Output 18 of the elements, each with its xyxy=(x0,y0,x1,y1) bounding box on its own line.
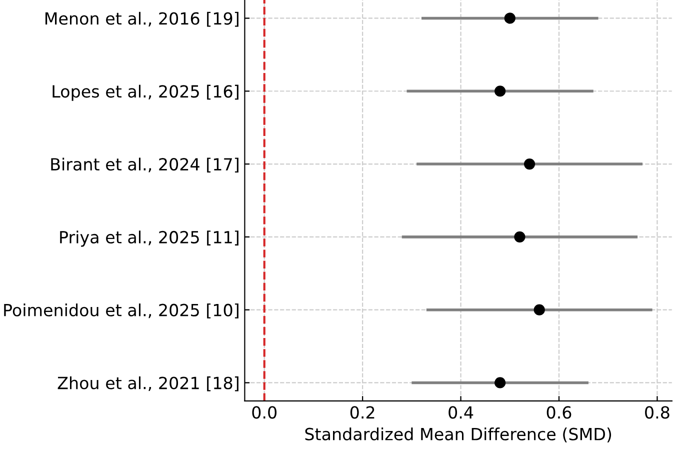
point xyxy=(504,12,516,24)
point xyxy=(514,231,526,242)
y-tick-label: Birant et al., 2024 [17] xyxy=(51,158,238,173)
y-tick-label: Priya et al., 2025 [11] xyxy=(60,230,238,247)
x-tick-label: 0.6 xyxy=(546,406,572,419)
point xyxy=(494,377,506,388)
y-tick-label: Menon et al., 2016 [19] xyxy=(45,12,238,27)
x-tick-label: 0.4 xyxy=(448,406,474,419)
x-tick-label: 0.0 xyxy=(252,406,276,419)
point xyxy=(494,86,506,97)
y-tick-label: Poimenidou et al., 2025 [10] xyxy=(4,304,238,318)
x-tick-label: 0.2 xyxy=(350,406,374,419)
point xyxy=(534,304,545,316)
y-tick-label: Zhou et al., 2021 [18] xyxy=(58,376,238,392)
y-tick-label: Lopes et al., 2025 [16] xyxy=(52,84,238,101)
x-axis-title: Standardized Mean Difference (SMD) xyxy=(305,428,612,442)
point xyxy=(524,158,536,170)
x-tick-label: 0.8 xyxy=(645,406,670,419)
